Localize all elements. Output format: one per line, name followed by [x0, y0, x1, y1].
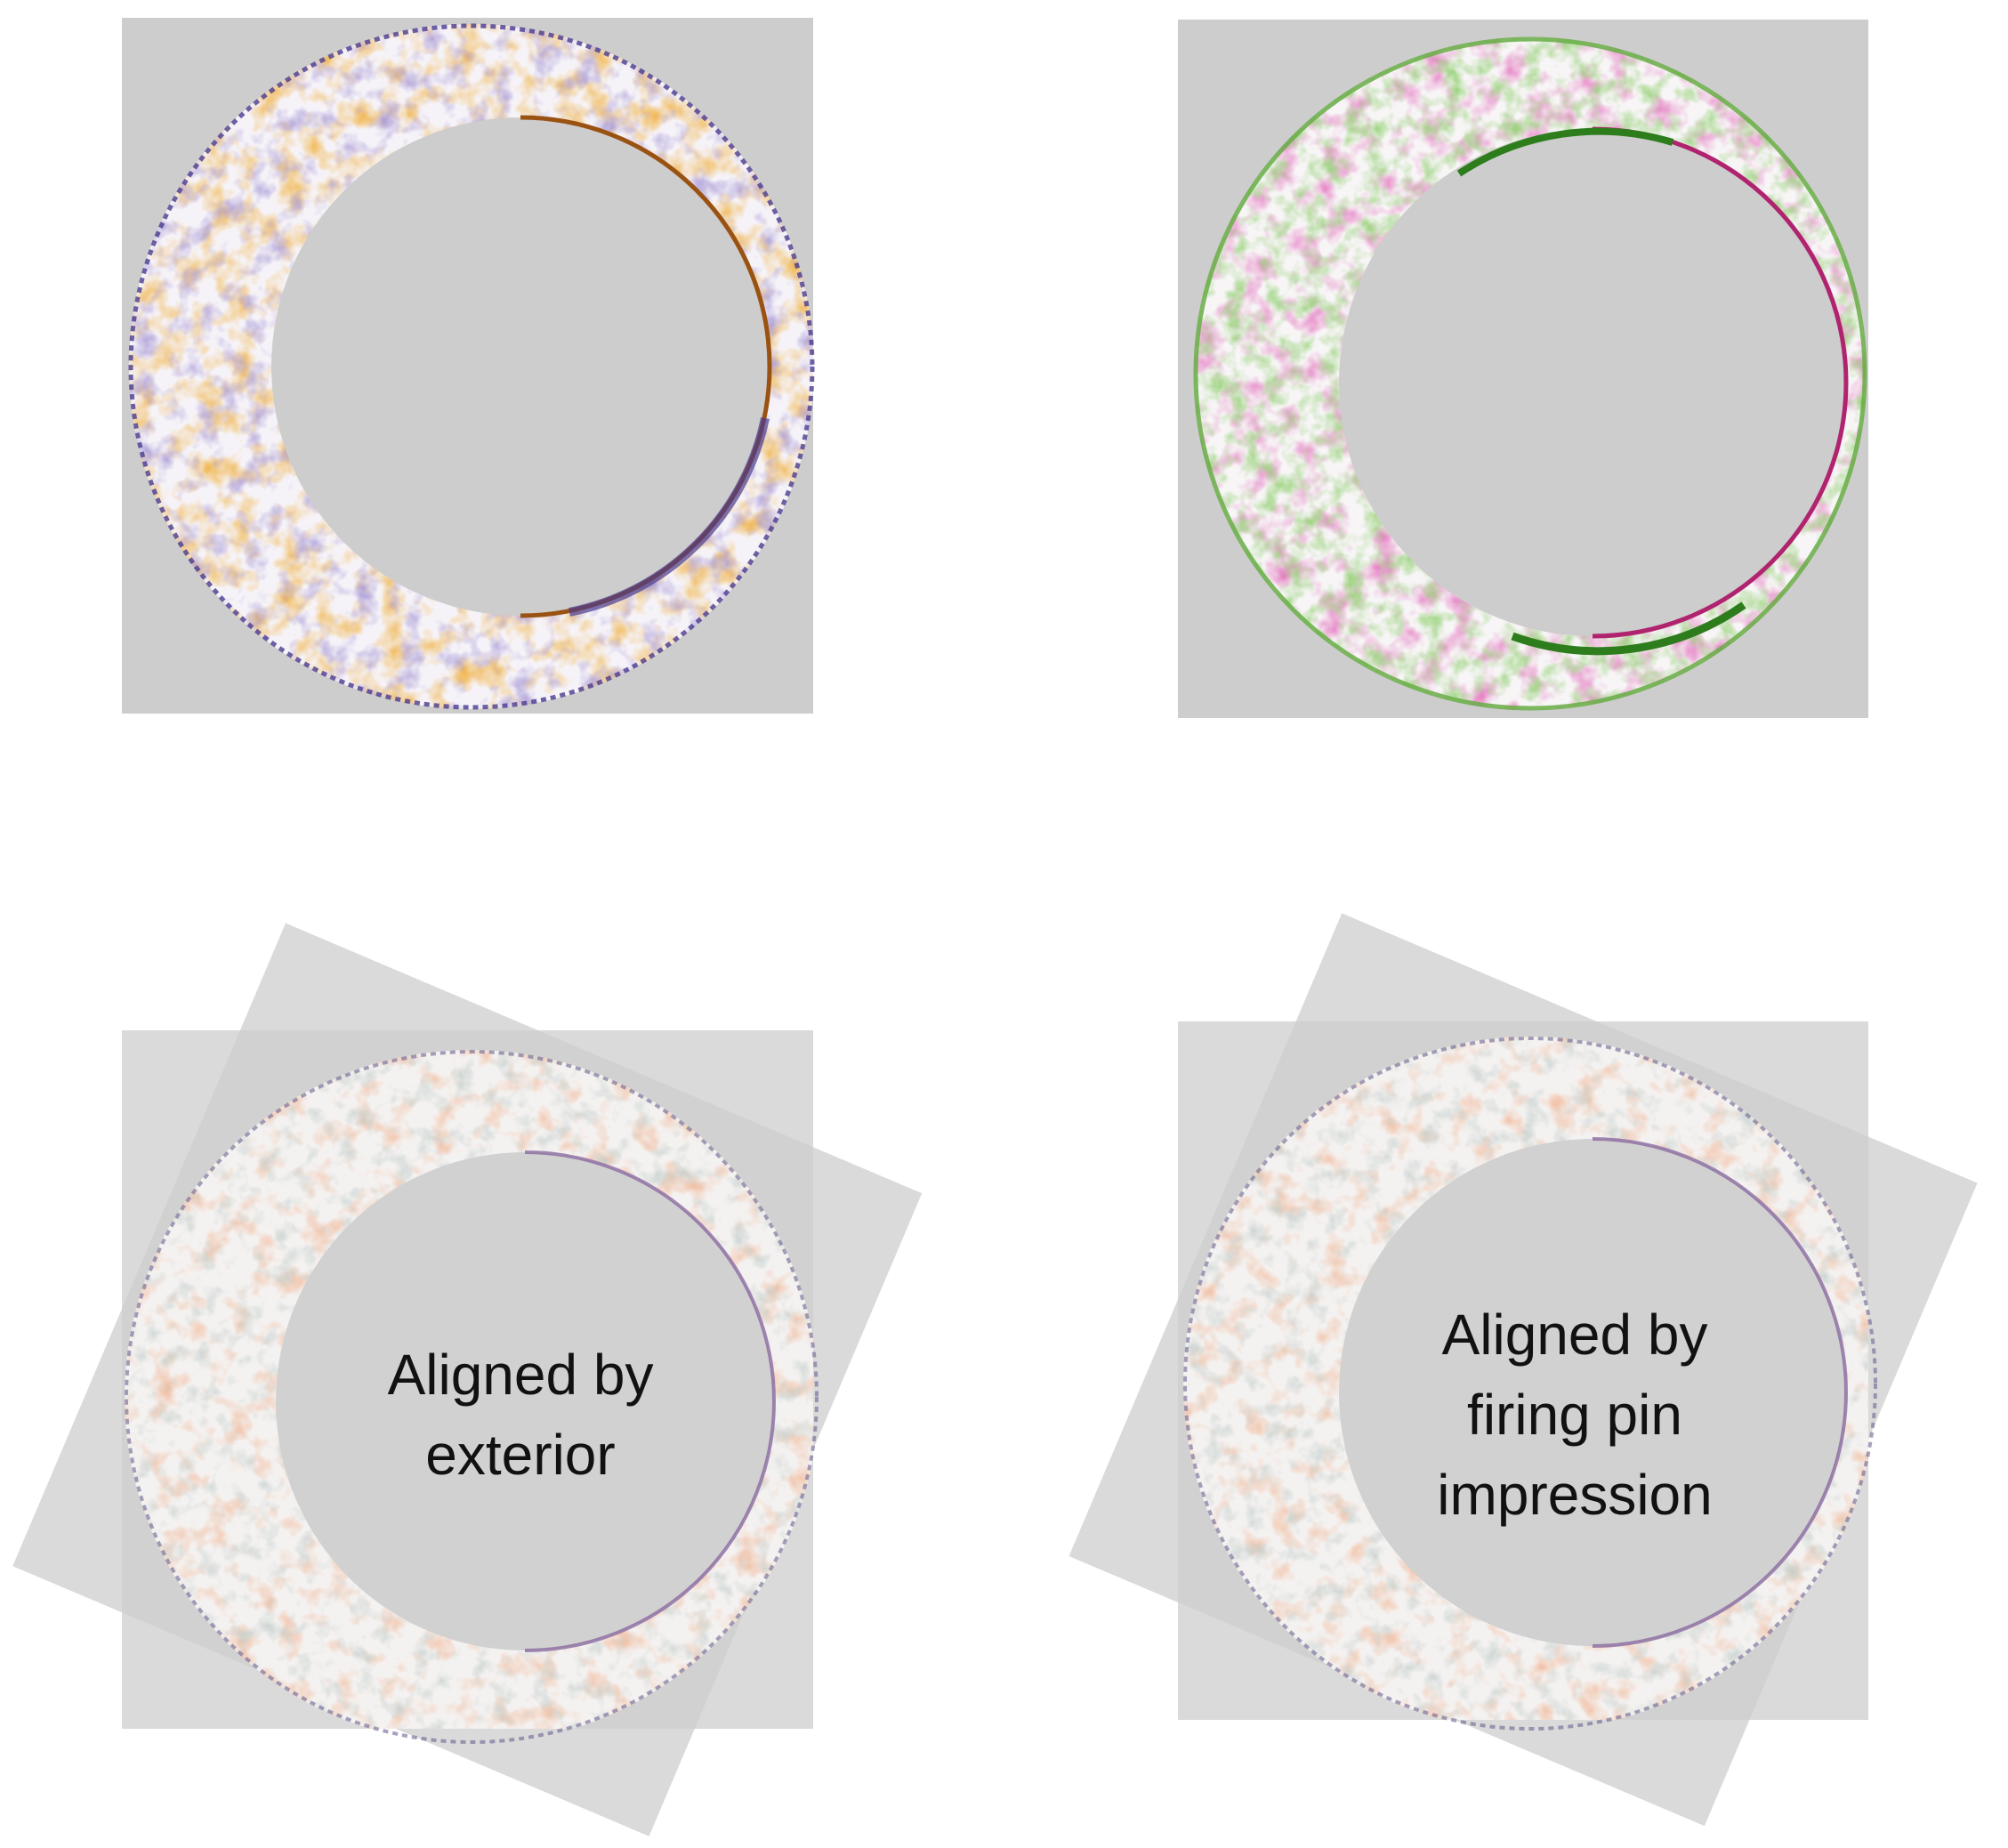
ring-inner-edge [524, 1150, 776, 1652]
ring-inner-edge-green-lower [1511, 601, 1746, 656]
ring-outer-edge [1183, 1037, 1877, 1731]
caption-aligned-by-exterior: Aligned by exterior [320, 1335, 721, 1495]
ring-purple-texture [122, 18, 813, 714]
ring-outer-edge [125, 1050, 819, 1744]
ring-inner-edge-shadow [569, 416, 770, 617]
ring-inner-edge [1592, 1137, 1848, 1648]
ring-cool-texture [122, 1030, 813, 1729]
caption-line: firing pin [1467, 1383, 1682, 1447]
ring-inner-edge [1592, 126, 1849, 639]
caption-line: exterior [425, 1423, 616, 1487]
ring-cool-texture [1178, 1021, 1868, 1720]
panel-bottom-right [1069, 913, 1978, 1827]
caption-line: Aligned by [1441, 1303, 1708, 1367]
ring-inner-edge-green [1456, 127, 1674, 177]
panel-top-left [122, 18, 815, 714]
caption-line: Aligned by [387, 1343, 654, 1407]
caption-aligned-by-firing-pin-impression: Aligned by firing pin impression [1375, 1295, 1775, 1535]
caption-line: impression [1437, 1463, 1713, 1527]
ring-outer-edge [128, 23, 815, 710]
panel-bottom-left [12, 923, 923, 1836]
ring-outer-edge [1193, 36, 1867, 711]
panel-top-right [1178, 20, 1868, 718]
